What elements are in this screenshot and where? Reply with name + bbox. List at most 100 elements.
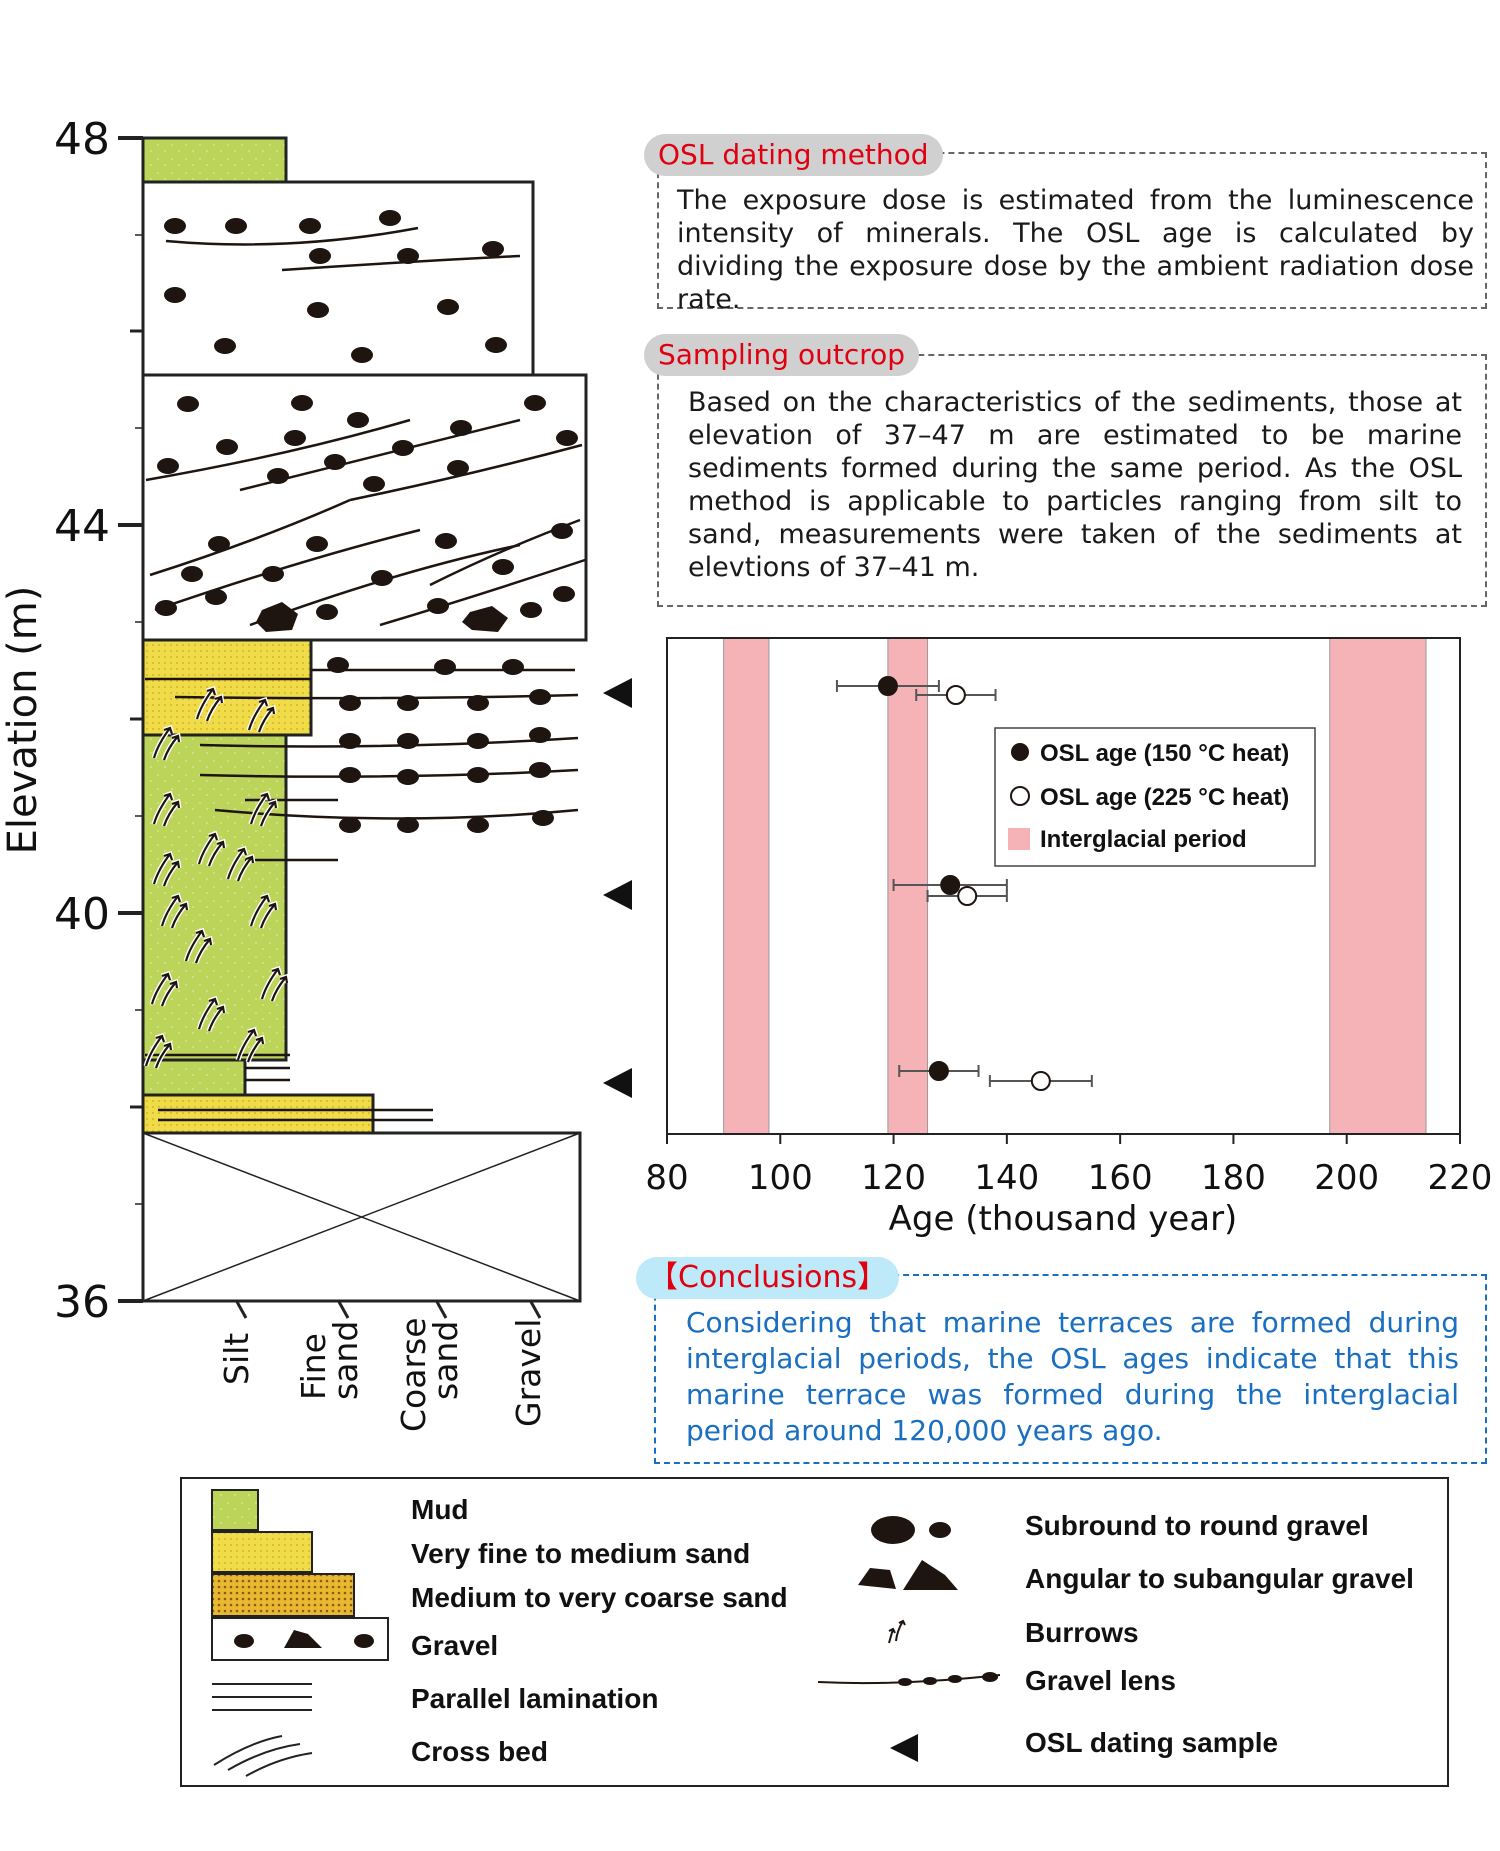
tick-label-40: 40 bbox=[54, 889, 110, 940]
osl-method-box bbox=[657, 152, 1487, 309]
round-gravel-icon bbox=[871, 1516, 951, 1544]
parallel-lamination-icon bbox=[212, 1683, 312, 1711]
legend-label-cross-bed: Cross bed bbox=[411, 1736, 548, 1767]
burrow-icon bbox=[151, 790, 182, 827]
burrow-icon bbox=[151, 850, 182, 887]
x-tick-label: 80 bbox=[645, 1158, 688, 1198]
gravel-layer-upper bbox=[141, 180, 535, 377]
legend-label-angular-gravel: Angular to subangular gravel bbox=[1025, 1563, 1414, 1594]
legend-label-interglacial: Interglacial period bbox=[1040, 826, 1247, 853]
fine-sand-layer bbox=[141, 638, 313, 737]
mud-swatch bbox=[211, 1489, 259, 1531]
stratigraphic-column: 48 44 40 36 Elevation (m) Silt Fine sand… bbox=[0, 114, 588, 1432]
grain-size-ticks bbox=[234, 1299, 542, 1319]
burrow-icon bbox=[149, 970, 180, 1007]
osl-sample-triangle-icon bbox=[603, 678, 632, 708]
burrow-icon bbox=[196, 830, 227, 867]
y-axis-title: Elevation (m) bbox=[0, 586, 46, 855]
fine-sand-swatch bbox=[211, 1531, 313, 1573]
grain-label-silt: Silt bbox=[217, 1333, 256, 1385]
burrow-icon bbox=[225, 845, 256, 882]
x-tick-label: 120 bbox=[861, 1158, 926, 1198]
burrow-icon bbox=[888, 1619, 906, 1644]
map-legend bbox=[180, 1477, 1449, 1787]
grain-label-gravel: Gravel bbox=[509, 1319, 548, 1427]
cross-bed-icon bbox=[213, 1735, 313, 1777]
gravel-clasts-crossbedded bbox=[155, 395, 578, 632]
x-tick-label: 180 bbox=[1201, 1158, 1266, 1198]
conclusions-text: Considering that marine terraces are for… bbox=[686, 1306, 1459, 1447]
x-tick-label: 140 bbox=[974, 1158, 1039, 1198]
osl-method-title: OSL dating method bbox=[644, 134, 943, 176]
legend-label-fine-sand: Very fine to medium sand bbox=[411, 1538, 751, 1569]
coarse-sand-swatch bbox=[211, 1573, 355, 1617]
gravel-lens-clasts bbox=[327, 657, 554, 833]
burrow-icon bbox=[246, 696, 277, 733]
mud-layer-lower bbox=[141, 1058, 247, 1097]
gravel-lens-icon bbox=[817, 1672, 1001, 1686]
x-tick-label: 200 bbox=[1314, 1158, 1379, 1198]
sampling-outcrop-box bbox=[657, 354, 1487, 607]
burrow-icon bbox=[159, 892, 190, 929]
sand-layer-base bbox=[141, 1093, 375, 1135]
interglacial-bands bbox=[723, 637, 1427, 1135]
legend-label-gravel: Gravel bbox=[411, 1630, 499, 1661]
tick-label-48: 48 bbox=[54, 114, 110, 165]
major-ticks bbox=[118, 136, 143, 1303]
osl-point-150c bbox=[940, 875, 961, 895]
plot-frame bbox=[666, 637, 1461, 1135]
legend-label-mud: Mud bbox=[411, 1494, 469, 1525]
osl-point-150c bbox=[928, 1061, 949, 1081]
cross-bed-lines bbox=[145, 418, 586, 627]
burrow-icon bbox=[151, 724, 182, 761]
legend-label-150c: OSL age (150 °C heat) bbox=[1040, 740, 1289, 767]
grain-label-fine-sand-2: sand bbox=[326, 1321, 365, 1400]
chart-legend: OSL age (150 °C heat) OSL age (225 °C he… bbox=[994, 727, 1316, 867]
mid-ticks bbox=[130, 329, 143, 1109]
angular-gravel-icon bbox=[858, 1560, 958, 1590]
tick-label-44: 44 bbox=[54, 501, 110, 552]
burrow-icons bbox=[143, 685, 290, 1069]
x-tick-label: 100 bbox=[748, 1158, 813, 1198]
burrow-icon bbox=[248, 892, 279, 929]
legend-label-parallel-lamination: Parallel lamination bbox=[411, 1683, 659, 1714]
grain-label-coarse-sand-2: sand bbox=[426, 1321, 465, 1400]
x-axis-ticks: 80 100 120 140 160 180 200 220 bbox=[645, 1134, 1492, 1198]
x-tick-label: 160 bbox=[1088, 1158, 1153, 1198]
burrow-icon bbox=[235, 1026, 266, 1063]
grain-label-fine-sand-1: Fine bbox=[294, 1333, 333, 1400]
conclusions-box bbox=[654, 1274, 1487, 1464]
legend-label-round-gravel: Subround to round gravel bbox=[1025, 1510, 1369, 1541]
osl-sample-triangle-icon bbox=[603, 1068, 632, 1098]
legend-label-coarse-sand: Medium to very coarse sand bbox=[411, 1582, 788, 1613]
osl-method-text: The exposure dose is estimated from the … bbox=[677, 185, 1474, 315]
conclusions-title: 【Conclusions】 bbox=[636, 1257, 900, 1299]
legend-label-225c: OSL age (225 °C heat) bbox=[1040, 784, 1289, 811]
osl-age-chart: 80 100 120 140 160 180 200 220 Age (thousand ye… bbox=[645, 637, 1492, 1239]
burrow-icon bbox=[194, 685, 225, 722]
burrow-icon bbox=[259, 965, 290, 1002]
filled-circle-marker-icon bbox=[1011, 743, 1029, 761]
burrow-icon bbox=[248, 790, 279, 827]
legend-label-osl-sample: OSL dating sample bbox=[1025, 1727, 1279, 1758]
mud-layer-top bbox=[141, 136, 288, 184]
x-axis-title: Age (thousand year) bbox=[889, 1199, 1238, 1239]
osl-point-225c bbox=[945, 685, 966, 705]
open-circle-marker-icon bbox=[1010, 786, 1030, 806]
interglacial-swatch bbox=[1008, 828, 1030, 850]
interglacial-band-1 bbox=[723, 637, 770, 1135]
legend-label-burrows: Burrows bbox=[1025, 1617, 1139, 1648]
osl-point-150c bbox=[877, 676, 898, 696]
x-tick-label: 220 bbox=[1428, 1158, 1493, 1198]
osl-point-225c bbox=[957, 886, 978, 906]
parallel-lamination-lines bbox=[145, 677, 433, 1122]
sampling-outcrop-title: Sampling outcrop bbox=[644, 334, 920, 376]
burrow-icon bbox=[196, 995, 227, 1032]
osl-sample-triangle-icon bbox=[890, 1734, 918, 1762]
interglacial-band-3 bbox=[1329, 637, 1427, 1135]
gravel-clasts-upper bbox=[164, 210, 507, 363]
tick-label-36: 36 bbox=[54, 1277, 110, 1328]
osl-point-225c bbox=[1030, 1071, 1051, 1091]
data-points bbox=[835, 676, 1093, 1091]
